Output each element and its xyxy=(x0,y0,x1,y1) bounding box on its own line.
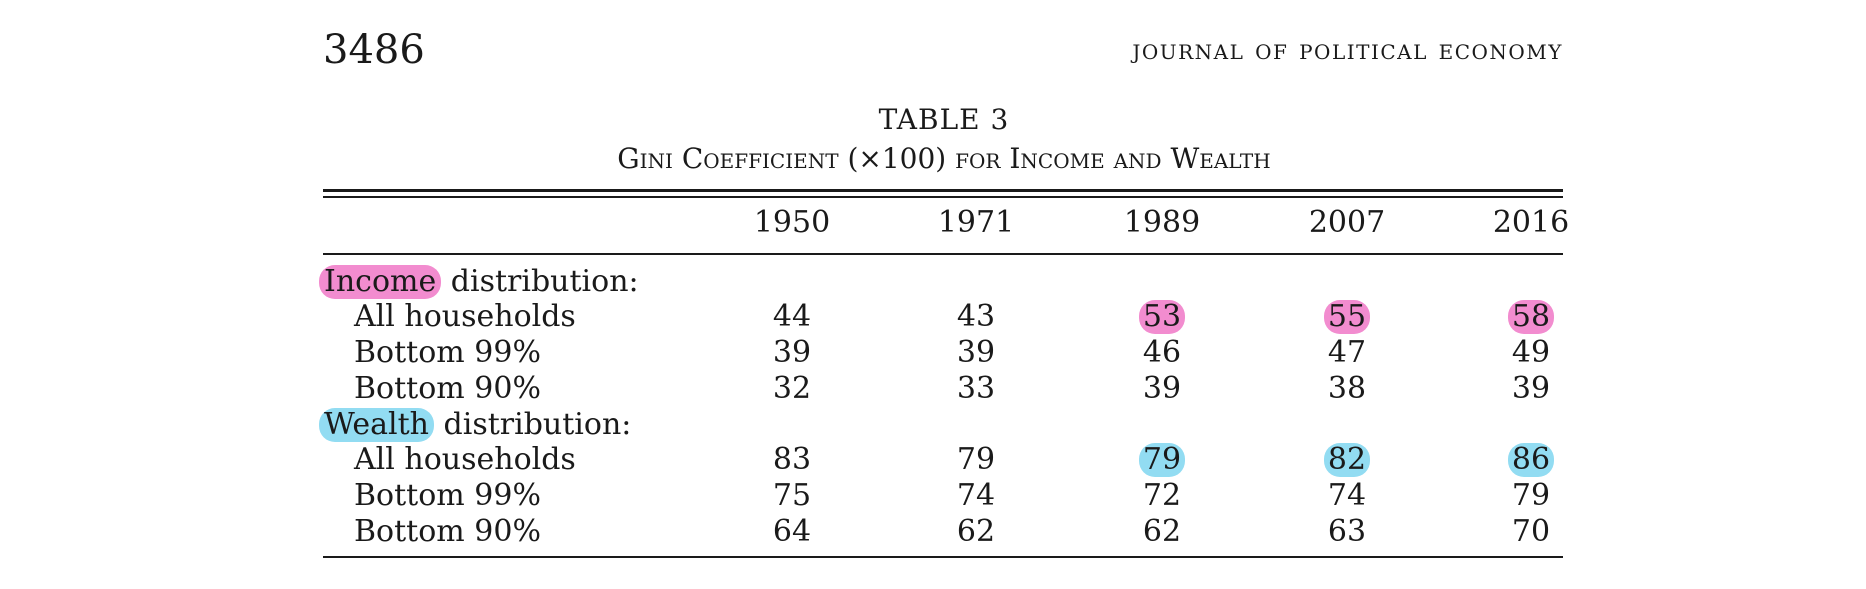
year-header-1950: 1950 xyxy=(753,205,831,240)
table-row: Bottom 99% 39 39 46 47 49 xyxy=(323,335,1563,371)
table-cell: 32 xyxy=(772,371,812,406)
top-rule-inner xyxy=(323,196,1563,198)
table-cell: 38 xyxy=(1327,371,1367,406)
table-cell: 79 xyxy=(956,442,996,477)
highlight-badge: 79 xyxy=(1138,443,1186,477)
running-head: Journal of Political Economy xyxy=(1132,32,1563,66)
table-cell: 72 xyxy=(1142,478,1182,513)
row-label: All households xyxy=(354,442,576,477)
wealth-highlight: Wealth xyxy=(319,408,434,442)
table-cell: 79 xyxy=(1511,478,1551,513)
row-label: Bottom 90% xyxy=(354,371,541,406)
row-label: All households xyxy=(354,299,576,334)
income-highlight: Income xyxy=(319,265,442,299)
table-cell: 62 xyxy=(956,514,996,549)
table-row: All households 83 79 79 82 86 xyxy=(323,442,1563,478)
row-label: Bottom 99% xyxy=(354,335,541,370)
year-header-1971: 1971 xyxy=(937,205,1015,240)
bottom-rule xyxy=(323,556,1563,558)
table-cell-highlighted: 79 xyxy=(1112,442,1212,478)
table-cell: 39 xyxy=(772,335,812,370)
table-cell: 39 xyxy=(956,335,996,370)
table-cell-highlighted: 55 xyxy=(1297,299,1397,335)
table-cell: 47 xyxy=(1327,335,1367,370)
table-cell-highlighted: 86 xyxy=(1481,442,1581,478)
table-cell: 49 xyxy=(1511,335,1551,370)
table-row: All households 44 43 53 55 58 xyxy=(323,299,1563,335)
table-cell: 33 xyxy=(956,371,996,406)
row-label: Bottom 90% xyxy=(354,514,541,549)
table-cell: 83 xyxy=(772,442,812,477)
table-cell-highlighted: 58 xyxy=(1481,299,1581,335)
page-number: 3486 xyxy=(323,27,425,73)
table-cell: 44 xyxy=(772,299,812,334)
year-header-2016: 2016 xyxy=(1492,205,1570,240)
top-rule xyxy=(323,189,1563,192)
wealth-heading: Wealth distribution: xyxy=(319,407,632,443)
wealth-heading-rest: distribution: xyxy=(434,407,632,442)
table-cell: 64 xyxy=(772,514,812,549)
table-cell: 74 xyxy=(956,478,996,513)
header-rule xyxy=(323,253,1563,255)
table-cell: 70 xyxy=(1511,514,1551,549)
income-heading-rest: distribution: xyxy=(441,264,639,299)
highlight-badge: 55 xyxy=(1323,300,1371,334)
year-header-1989: 1989 xyxy=(1123,205,1201,240)
table-cell: 39 xyxy=(1511,371,1551,406)
table-cell: 39 xyxy=(1142,371,1182,406)
wealth-heading-row: Wealth distribution: xyxy=(319,407,1563,443)
table-cell: 43 xyxy=(956,299,996,334)
highlight-badge: 53 xyxy=(1138,300,1186,334)
table-cell-highlighted: 53 xyxy=(1112,299,1212,335)
table-cell: 63 xyxy=(1327,514,1367,549)
table-cell: 74 xyxy=(1327,478,1367,513)
income-heading: Income distribution: xyxy=(319,264,639,300)
table-cell-highlighted: 82 xyxy=(1297,442,1397,478)
highlight-badge: 86 xyxy=(1507,443,1555,477)
table-cell: 46 xyxy=(1142,335,1182,370)
highlight-badge: 58 xyxy=(1507,300,1555,334)
table-caption: Gini Coefficient (×100) for Income and W… xyxy=(617,142,1271,175)
table-label: TABLE 3 xyxy=(878,103,1010,136)
row-label: Bottom 99% xyxy=(354,478,541,513)
table-cell: 62 xyxy=(1142,514,1182,549)
highlight-badge: 82 xyxy=(1323,443,1371,477)
year-header-2007: 2007 xyxy=(1308,205,1386,240)
table-row: Bottom 90% 32 33 39 38 39 xyxy=(323,371,1563,407)
table-row: Bottom 90% 64 62 62 63 70 xyxy=(323,514,1563,550)
table-cell: 75 xyxy=(772,478,812,513)
table-row: Bottom 99% 75 74 72 74 79 xyxy=(323,478,1563,514)
income-heading-row: Income distribution: xyxy=(319,264,1563,300)
